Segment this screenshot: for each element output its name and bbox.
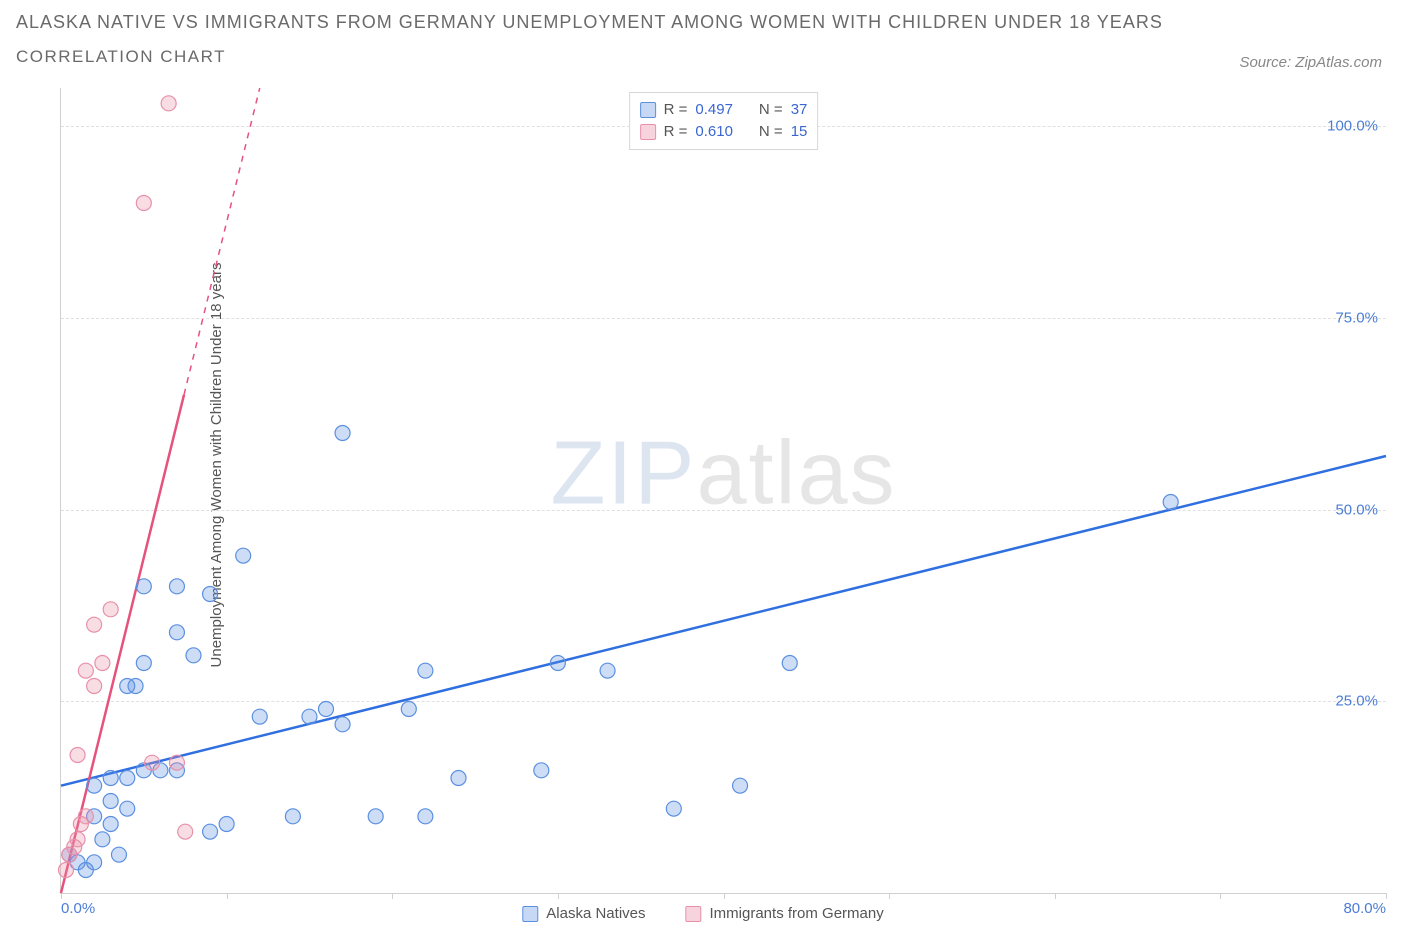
x-tick-label: 0.0% bbox=[61, 900, 95, 917]
legend-label: Alaska Natives bbox=[546, 905, 645, 922]
stat-r-value: 0.497 bbox=[695, 99, 733, 121]
legend-item: Alaska Natives bbox=[522, 905, 645, 922]
legend-label: Immigrants from Germany bbox=[710, 905, 884, 922]
x-tick bbox=[1055, 893, 1056, 899]
chart-title-line2: CORRELATION CHART bbox=[16, 47, 1390, 67]
x-tick bbox=[227, 893, 228, 899]
swatch-icon bbox=[522, 906, 538, 922]
stat-row: R = 0.497 N = 37 bbox=[640, 99, 808, 121]
x-tick bbox=[724, 893, 725, 899]
legend-item: Immigrants from Germany bbox=[686, 905, 884, 922]
stat-n-value: 37 bbox=[791, 99, 808, 121]
x-tick bbox=[392, 893, 393, 899]
swatch-icon bbox=[640, 124, 656, 140]
swatch-icon bbox=[686, 906, 702, 922]
stat-r-label: R = bbox=[664, 99, 688, 121]
scatter-plot-svg bbox=[61, 88, 1386, 893]
legend: Alaska Natives Immigrants from Germany bbox=[522, 905, 883, 922]
stat-r-value: 0.610 bbox=[695, 121, 733, 143]
swatch-icon bbox=[640, 102, 656, 118]
stat-n-label: N = bbox=[759, 121, 783, 143]
x-tick bbox=[1220, 893, 1221, 899]
stat-row: R = 0.610 N = 15 bbox=[640, 121, 808, 143]
x-tick bbox=[1386, 893, 1387, 899]
chart-header: ALASKA NATIVE VS IMMIGRANTS FROM GERMANY… bbox=[16, 12, 1390, 67]
x-tick bbox=[558, 893, 559, 899]
stat-n-label: N = bbox=[759, 99, 783, 121]
stat-r-label: R = bbox=[664, 121, 688, 143]
scatter-chart: ZIPatlas R =0.497N =37R =0.610N =15 25.0… bbox=[60, 88, 1386, 894]
chart-title-line1: ALASKA NATIVE VS IMMIGRANTS FROM GERMANY… bbox=[16, 12, 1390, 33]
stat-n-value: 15 bbox=[791, 121, 808, 143]
x-tick bbox=[889, 893, 890, 899]
x-tick bbox=[61, 893, 62, 899]
source-attribution: Source: ZipAtlas.com bbox=[1239, 54, 1382, 71]
x-tick-label: 80.0% bbox=[1343, 900, 1386, 917]
correlation-stat-box: R = 0.497 N = 37 R = 0.610 N = 15 bbox=[629, 92, 819, 150]
